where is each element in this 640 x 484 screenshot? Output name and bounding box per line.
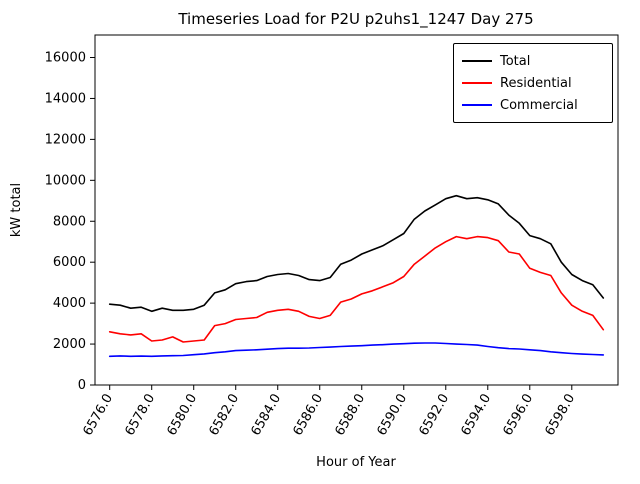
- series-lines: [108, 194, 605, 358]
- plot-area: [94, 34, 619, 386]
- y-tick-label: 4000: [53, 296, 86, 311]
- total-line-swatch: [462, 60, 492, 62]
- y-axis-ticks: 0 2000 4000 6000 8000 10000 12000 14000 16000: [45, 51, 95, 393]
- chart-title: Timeseries Load for P2U p2uhs1_1247 Day …: [177, 10, 533, 29]
- x-tick-label: 6578.0: [122, 392, 158, 439]
- line-residential: [108, 235, 605, 343]
- x-tick-label: 6580.0: [164, 392, 200, 439]
- x-tick-label: 6582.0: [206, 392, 242, 439]
- x-axis-ticks: 6576.0 6578.0 6580.0 6582.0 6584.0 6586.0 6588…: [80, 385, 578, 438]
- x-tick-label: 6576.0: [80, 392, 116, 439]
- legend-label-residential: Residential: [500, 75, 572, 91]
- y-axis-label: kW total: [9, 183, 24, 237]
- y-tick-label: 16000: [45, 51, 86, 66]
- x-tick-label: 6598.0: [543, 392, 579, 439]
- x-tick-label: 6592.0: [416, 392, 452, 439]
- x-tick-label: 6586.0: [290, 392, 326, 439]
- x-tick-label: 6594.0: [458, 392, 494, 439]
- x-tick-label: 6584.0: [248, 392, 284, 439]
- x-tick-label: 6590.0: [374, 392, 410, 439]
- x-tick-label: 6588.0: [332, 392, 368, 439]
- legend-label-commercial: Commercial: [500, 97, 578, 113]
- y-tick-label: 0: [78, 378, 86, 393]
- x-tick-label: 6596.0: [501, 392, 537, 439]
- y-tick-label: 14000: [45, 91, 86, 106]
- residential-line-swatch: [462, 82, 492, 84]
- line-total: [108, 194, 605, 313]
- line-commercial: [108, 342, 605, 358]
- x-axis-label: Hour of Year: [316, 455, 396, 470]
- y-tick-label: 8000: [53, 214, 86, 229]
- legend: Total Residential Commercial: [453, 43, 613, 123]
- legend-label-total: Total: [500, 53, 531, 69]
- legend-item-commercial: Commercial: [462, 94, 604, 116]
- y-tick-label: 12000: [45, 132, 86, 147]
- y-tick-label: 2000: [53, 337, 86, 352]
- y-tick-label: 6000: [53, 255, 86, 270]
- legend-item-total: Total: [462, 50, 604, 72]
- commercial-line-swatch: [462, 104, 492, 106]
- legend-item-residential: Residential: [462, 72, 604, 94]
- y-tick-label: 10000: [45, 173, 86, 188]
